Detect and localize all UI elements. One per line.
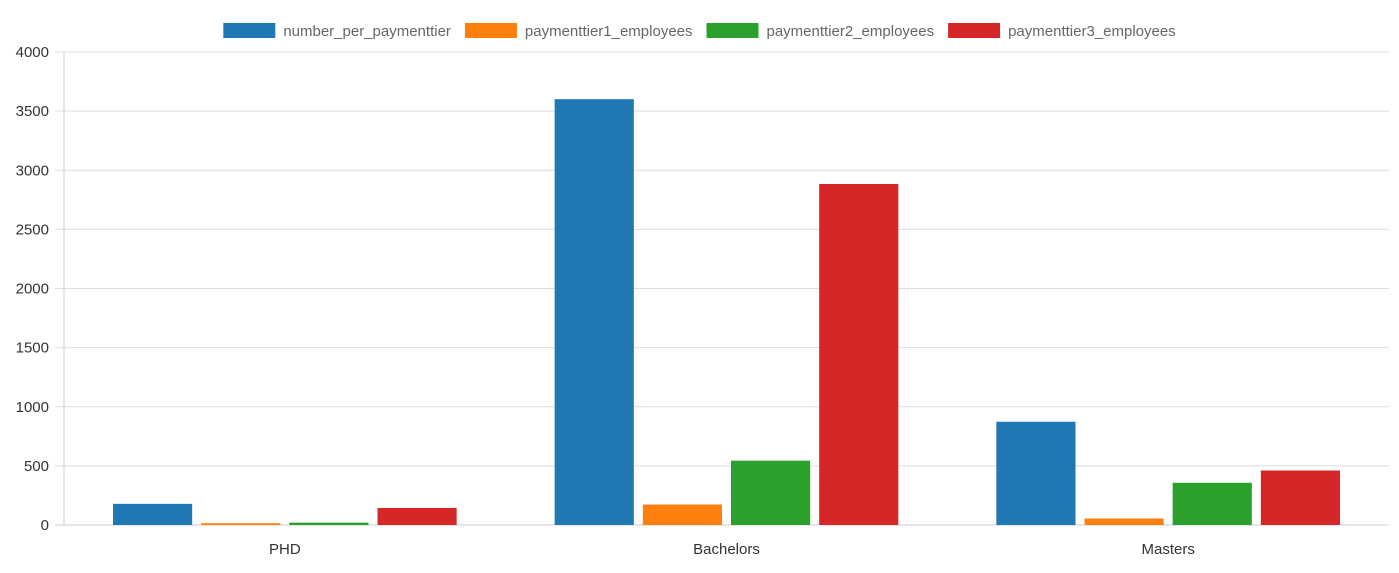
legend-item-paymenttier2_employees[interactable]: paymenttier2_employees bbox=[706, 23, 935, 40]
bar-paymenttier2_employees-bachelors[interactable] bbox=[731, 460, 811, 525]
legend-label: paymenttier3_employees bbox=[1008, 23, 1176, 40]
bar-paymenttier1_employees-phd[interactable] bbox=[201, 523, 281, 525]
bar-paymenttier2_employees-masters[interactable] bbox=[1172, 482, 1252, 525]
bar-paymenttier1_employees-bachelors[interactable] bbox=[642, 504, 722, 525]
x-tick-label: Bachelors bbox=[693, 541, 760, 558]
bar-number_per_paymenttier-bachelors[interactable] bbox=[554, 99, 634, 525]
bar-paymenttier2_employees-phd[interactable] bbox=[289, 522, 369, 525]
bar-paymenttier3_employees-phd[interactable] bbox=[377, 507, 457, 525]
y-tick-label: 4000 bbox=[16, 44, 49, 61]
y-tick-label: 0 bbox=[41, 517, 49, 534]
legend-swatch bbox=[706, 23, 759, 38]
bar-number_per_paymenttier-masters[interactable] bbox=[996, 421, 1076, 525]
y-axis: 0 500 1000 1500 2000 2500 3000 3500 4000 bbox=[16, 44, 1389, 534]
legend-swatch bbox=[223, 23, 276, 38]
y-tick-label: 500 bbox=[24, 458, 49, 475]
y-tick-label: 3500 bbox=[16, 103, 49, 120]
bars bbox=[113, 99, 1340, 526]
legend-item-number_per_paymenttier[interactable]: number_per_paymenttier bbox=[223, 23, 451, 40]
x-axis: PHD Bachelors Masters bbox=[269, 541, 1195, 558]
x-tick-label: Masters bbox=[1141, 541, 1194, 558]
y-tick-label: 2500 bbox=[16, 221, 49, 238]
legend-label: paymenttier2_employees bbox=[767, 23, 935, 40]
legend-item-paymenttier3_employees[interactable]: paymenttier3_employees bbox=[948, 23, 1176, 40]
y-tick-label: 1500 bbox=[16, 340, 49, 357]
y-tick-label: 3000 bbox=[16, 162, 49, 179]
y-tick-label: 2000 bbox=[16, 281, 49, 298]
bar-paymenttier1_employees-masters[interactable] bbox=[1084, 518, 1164, 525]
y-tick-label: 1000 bbox=[16, 399, 49, 416]
bar-number_per_paymenttier-phd[interactable] bbox=[113, 503, 193, 525]
legend-item-paymenttier1_employees[interactable]: paymenttier1_employees bbox=[464, 23, 693, 40]
legend-swatch bbox=[464, 23, 517, 38]
legend-label: paymenttier1_employees bbox=[525, 23, 693, 40]
bar-paymenttier3_employees-masters[interactable] bbox=[1260, 470, 1340, 525]
gridlines bbox=[55, 51, 1389, 526]
legend-label: number_per_paymenttier bbox=[283, 23, 451, 40]
legend-swatch bbox=[948, 23, 1001, 38]
x-tick-label: PHD bbox=[269, 541, 301, 558]
bar-paymenttier3_employees-bachelors[interactable] bbox=[819, 183, 899, 526]
legend: number_per_paymenttier paymenttier1_emplo… bbox=[223, 23, 1176, 40]
